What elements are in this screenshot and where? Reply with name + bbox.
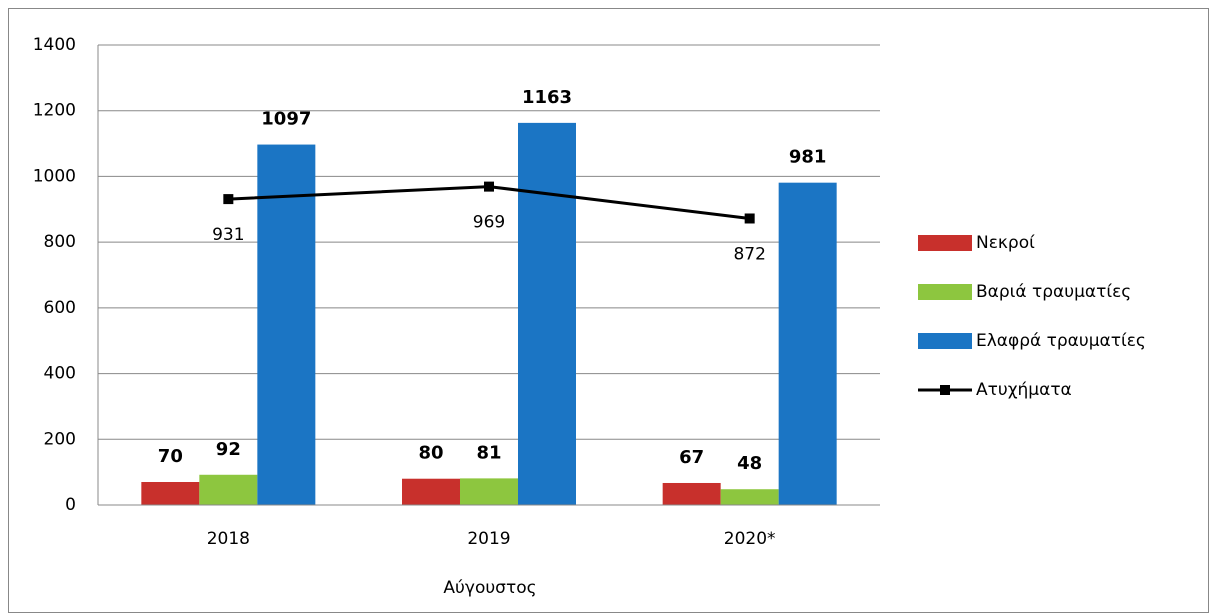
x-tick-label: 2020* (724, 529, 776, 549)
y-tick-label: 0 (65, 495, 76, 515)
legend-swatch (918, 333, 972, 349)
value-label: 969 (473, 213, 505, 233)
legend-swatch (918, 284, 972, 300)
value-label: 48 (737, 453, 762, 474)
legend-label: Βαριά τραυματίες (976, 282, 1131, 302)
legend-label: Νεκροί (976, 233, 1035, 253)
legend-label: Ατυχήματα (976, 380, 1072, 400)
value-label: 872 (733, 244, 765, 264)
bar (402, 478, 460, 505)
legend-label: Ελαφρά τραυματίες (976, 331, 1146, 351)
y-tick-label: 1000 (33, 166, 76, 186)
y-tick-label: 600 (44, 298, 76, 318)
bar (141, 482, 200, 505)
value-label: 81 (476, 442, 501, 463)
x-axis-title: Αύγουστος (443, 578, 536, 598)
value-label: 80 (418, 443, 443, 464)
value-label: 1097 (261, 109, 311, 130)
x-tick-label: 2018 (207, 529, 250, 549)
legend-swatch (940, 385, 950, 395)
value-label: 1163 (522, 87, 572, 108)
value-label: 92 (216, 439, 241, 460)
x-tick-label: 2019 (467, 529, 510, 549)
value-label: 931 (212, 225, 244, 245)
line-marker (744, 213, 755, 224)
bar (720, 489, 779, 505)
line-marker (484, 181, 494, 192)
bar (662, 482, 721, 505)
bar (257, 144, 316, 506)
bar (199, 474, 258, 505)
y-tick-label: 400 (44, 364, 76, 384)
y-tick-label: 1400 (33, 35, 76, 55)
y-tick-label: 200 (44, 429, 76, 449)
bar (460, 478, 518, 505)
value-label: 67 (679, 447, 704, 468)
value-label: 70 (158, 446, 183, 467)
y-tick-label: 1200 (33, 101, 76, 121)
line-marker (223, 194, 234, 205)
bar (778, 182, 837, 505)
y-tick-label: 800 (44, 232, 76, 252)
legend-swatch (918, 235, 972, 251)
value-label: 981 (789, 147, 827, 168)
bar (518, 122, 576, 505)
chart-frame (8, 8, 1209, 613)
